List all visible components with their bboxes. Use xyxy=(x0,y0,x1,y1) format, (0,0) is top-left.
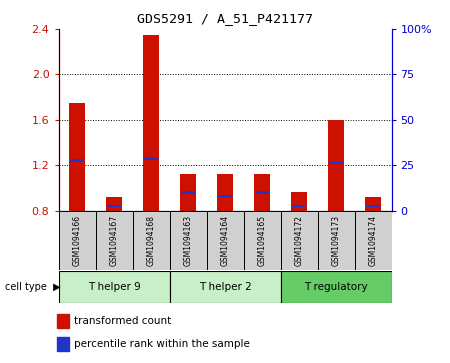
Bar xyxy=(364,197,381,211)
Bar xyxy=(132,211,170,270)
Bar xyxy=(107,205,121,207)
Bar xyxy=(329,162,343,164)
Bar xyxy=(57,314,69,329)
Bar xyxy=(70,159,84,162)
Text: GSM1094172: GSM1094172 xyxy=(294,215,303,266)
Bar xyxy=(58,211,95,270)
Bar xyxy=(254,174,270,211)
Bar xyxy=(58,271,170,303)
Bar xyxy=(355,211,392,270)
Text: GSM1094174: GSM1094174 xyxy=(369,215,378,266)
Bar xyxy=(328,120,344,211)
Bar xyxy=(243,211,280,270)
Bar xyxy=(95,211,132,270)
Bar xyxy=(57,337,69,351)
Bar xyxy=(366,205,380,207)
Text: GSM1094166: GSM1094166 xyxy=(72,215,81,266)
Bar xyxy=(255,191,269,193)
Bar xyxy=(170,211,207,270)
Text: T helper 9: T helper 9 xyxy=(88,282,140,292)
Bar xyxy=(69,103,86,211)
Bar xyxy=(280,271,392,303)
Text: GSM1094163: GSM1094163 xyxy=(184,215,193,266)
Text: T helper 2: T helper 2 xyxy=(198,282,252,292)
Bar xyxy=(217,174,233,211)
Text: GSM1094167: GSM1094167 xyxy=(109,215,118,266)
Bar xyxy=(143,35,159,211)
Bar xyxy=(180,174,196,211)
Bar xyxy=(218,195,232,197)
Bar xyxy=(318,211,355,270)
Bar xyxy=(292,205,306,207)
Title: GDS5291 / A_51_P421177: GDS5291 / A_51_P421177 xyxy=(137,12,313,25)
Text: T regulatory: T regulatory xyxy=(304,282,368,292)
Bar xyxy=(207,211,243,270)
Text: cell type  ▶: cell type ▶ xyxy=(4,282,60,292)
Text: GSM1094165: GSM1094165 xyxy=(257,215,266,266)
Text: GSM1094173: GSM1094173 xyxy=(332,215,341,266)
Text: GSM1094164: GSM1094164 xyxy=(220,215,230,266)
Bar xyxy=(106,197,122,211)
Bar xyxy=(144,157,158,160)
Bar xyxy=(181,191,195,193)
Bar xyxy=(280,211,318,270)
Bar xyxy=(291,192,307,211)
Text: transformed count: transformed count xyxy=(74,316,171,326)
Text: GSM1094168: GSM1094168 xyxy=(147,215,156,266)
Bar xyxy=(170,271,280,303)
Text: percentile rank within the sample: percentile rank within the sample xyxy=(74,339,250,349)
